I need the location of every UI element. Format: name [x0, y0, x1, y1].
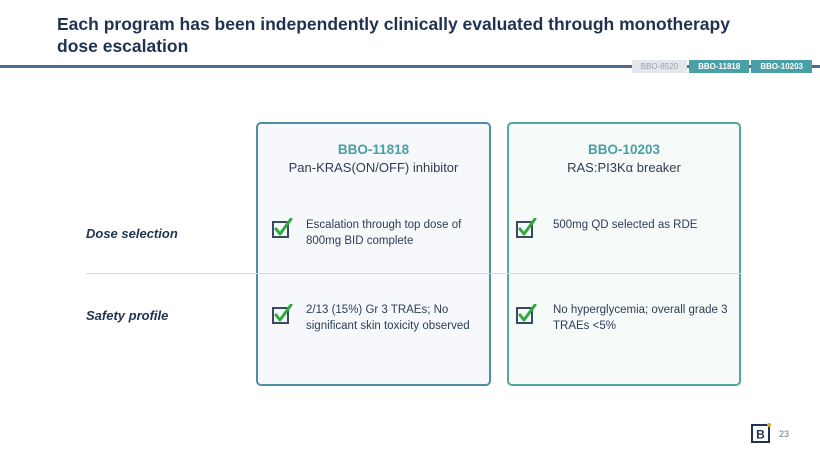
tab-bbo-11818[interactable]: BBO-11818 [689, 60, 750, 73]
checkbox-checked-icon [272, 304, 293, 324]
slide-title: Each program has been independently clin… [57, 14, 730, 56]
dose-selection-bbo-10203: 500mg QD selected as RDE [553, 219, 698, 231]
row-label-dose-selection: Dose selection [86, 226, 178, 241]
svg-text:B: B [756, 428, 765, 442]
tab-bbo-8520[interactable]: BBO-8520 [631, 60, 688, 73]
program-card-bbo-10203: BBO-10203 RAS:PI3Kα breaker [507, 122, 741, 386]
safety-profile-bbo-10203: No hyperglycemia; overall grade 3 TRAEs … [553, 304, 728, 332]
program-tabs: BBO-8520 BBO-11818 BBO-10203 [630, 60, 812, 73]
dose-selection-bbo-11818: Escalation through top dose of 800mg BID… [306, 219, 462, 247]
bridgebio-logo-icon: B [751, 423, 771, 443]
row-label-safety-profile: Safety profile [86, 308, 169, 323]
page-number: 23 [779, 429, 790, 439]
program-subtitle: RAS:PI3Kα breaker [567, 160, 681, 175]
checkbox-checked-icon [272, 218, 293, 238]
program-subtitle: Pan-KRAS(ON/OFF) inhibitor [288, 160, 459, 175]
tab-bbo-10203[interactable]: BBO-10203 [751, 60, 812, 73]
checkbox-checked-icon [516, 304, 537, 324]
safety-profile-bbo-11818: 2/13 (15%) Gr 3 TRAEs; No significant sk… [306, 304, 470, 332]
program-name: BBO-11818 [337, 142, 410, 157]
header-divider [0, 65, 820, 68]
program-card-bbo-11818: BBO-11818 Pan-KRAS(ON/OFF) inhibitor [256, 122, 491, 386]
program-name: BBO-10203 [587, 142, 661, 157]
row-divider [86, 273, 741, 274]
checkbox-checked-icon [516, 218, 537, 238]
